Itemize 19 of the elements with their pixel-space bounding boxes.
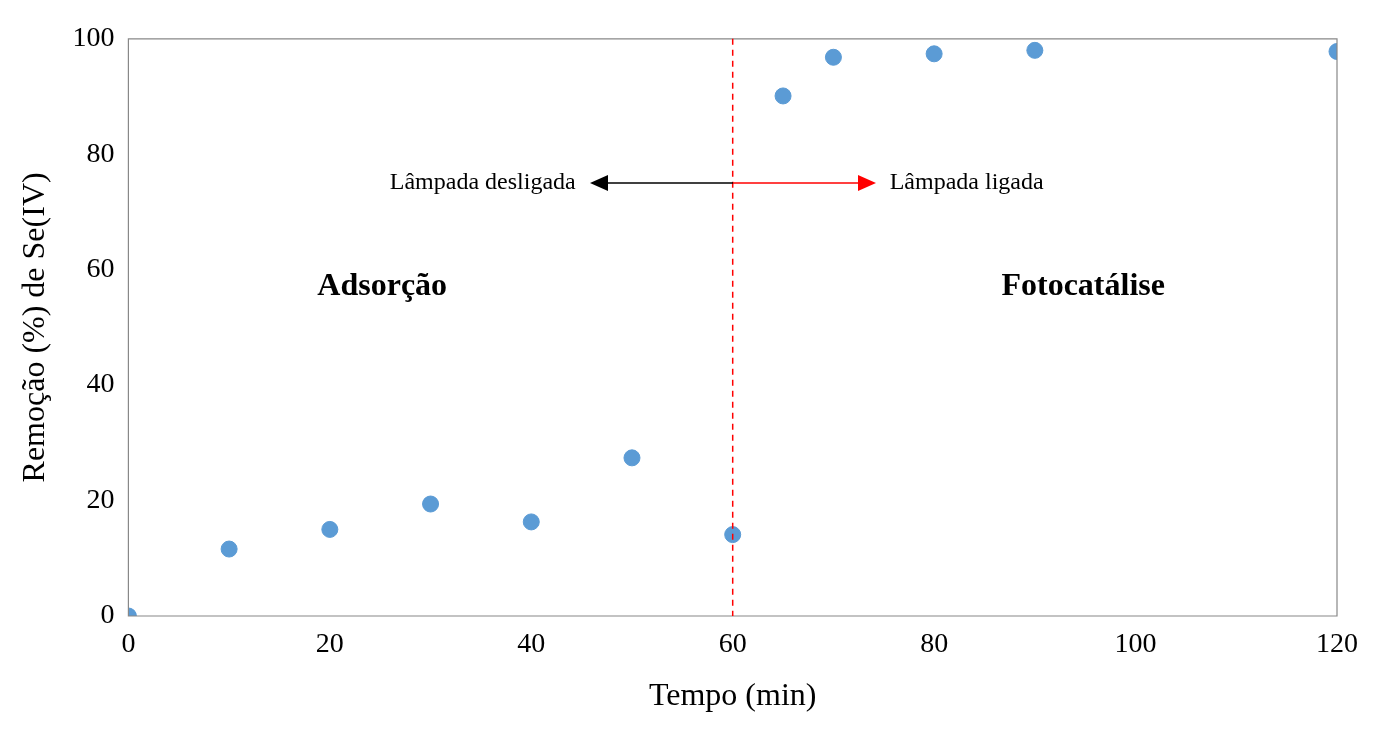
y-tick-label: 20 bbox=[86, 482, 115, 514]
y-tick-label: 60 bbox=[86, 252, 115, 284]
x-tick-label: 80 bbox=[920, 627, 949, 659]
y-tick-label: 40 bbox=[86, 367, 115, 399]
x-tick-label: 20 bbox=[315, 627, 344, 659]
y-tick-label: 100 bbox=[72, 21, 115, 53]
annotation: Lâmpada desligada bbox=[389, 168, 577, 195]
y-tick-label: 80 bbox=[86, 136, 115, 168]
annotation: Fotocatálise bbox=[1001, 266, 1165, 303]
x-tick-label: 100 bbox=[1114, 627, 1157, 659]
annotation: Adsorção bbox=[317, 266, 448, 303]
x-tick-label: 0 bbox=[121, 627, 136, 659]
x-tick-label: 60 bbox=[718, 627, 747, 659]
x-axis-title: Tempo (min) bbox=[648, 676, 817, 713]
y-axis-title: Remoção (%) de Se(IV) bbox=[14, 172, 51, 483]
x-tick-label: 120 bbox=[1316, 627, 1358, 659]
x-tick-label: 40 bbox=[517, 627, 546, 659]
annotation: Lâmpada ligada bbox=[889, 168, 1044, 195]
y-tick-label: 0 bbox=[100, 598, 115, 630]
